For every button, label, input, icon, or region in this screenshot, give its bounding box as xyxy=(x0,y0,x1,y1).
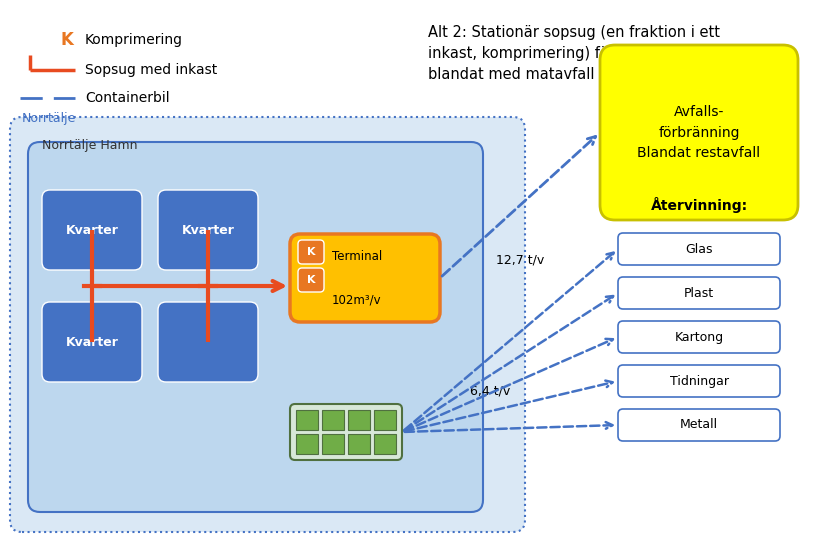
Bar xyxy=(374,410,396,430)
FancyBboxPatch shape xyxy=(10,117,525,532)
Text: 6,4 t/v: 6,4 t/v xyxy=(470,384,510,397)
Text: Glas: Glas xyxy=(686,242,713,255)
Text: K: K xyxy=(307,275,315,285)
FancyBboxPatch shape xyxy=(28,142,483,512)
FancyBboxPatch shape xyxy=(618,277,780,309)
Text: Plast: Plast xyxy=(684,287,714,300)
Text: Norrtälje: Norrtälje xyxy=(22,112,76,125)
Text: K: K xyxy=(307,247,315,257)
Text: Återvinning:: Återvinning: xyxy=(650,197,748,213)
FancyBboxPatch shape xyxy=(158,302,258,382)
Text: Containerbil: Containerbil xyxy=(85,91,170,105)
FancyBboxPatch shape xyxy=(298,268,324,292)
FancyBboxPatch shape xyxy=(42,190,142,270)
Text: K: K xyxy=(61,31,74,49)
Text: Avfalls-
förbränning
Blandat restavfall: Avfalls- förbränning Blandat restavfall xyxy=(637,105,761,160)
FancyBboxPatch shape xyxy=(158,190,258,270)
Text: Metall: Metall xyxy=(680,418,718,432)
FancyBboxPatch shape xyxy=(618,321,780,353)
FancyBboxPatch shape xyxy=(600,45,798,220)
Text: Kvarter: Kvarter xyxy=(182,223,234,236)
Bar xyxy=(348,410,370,430)
Text: Norrtälje Hamn: Norrtälje Hamn xyxy=(42,139,138,152)
Text: 102m³/v: 102m³/v xyxy=(332,293,382,306)
Text: Terminal: Terminal xyxy=(332,250,382,263)
Text: Tidningar: Tidningar xyxy=(669,375,728,388)
FancyBboxPatch shape xyxy=(618,409,780,441)
FancyBboxPatch shape xyxy=(290,234,440,322)
FancyBboxPatch shape xyxy=(42,302,142,382)
Text: Komprimering: Komprimering xyxy=(85,33,183,47)
FancyBboxPatch shape xyxy=(618,233,780,265)
Bar xyxy=(374,434,396,454)
Text: Kvarter: Kvarter xyxy=(66,335,119,348)
Text: Sopsug med inkast: Sopsug med inkast xyxy=(85,63,217,77)
Text: Alt 2: Stationär sopsug (en fraktion i ett
inkast, komprimering) för restavfall
: Alt 2: Stationär sopsug (en fraktion i e… xyxy=(428,25,720,82)
Bar xyxy=(348,434,370,454)
Text: Kvarter: Kvarter xyxy=(66,223,119,236)
FancyBboxPatch shape xyxy=(290,404,402,460)
Bar xyxy=(322,434,344,454)
FancyBboxPatch shape xyxy=(618,365,780,397)
Text: 12,7 t/v: 12,7 t/v xyxy=(495,253,544,266)
Text: Kartong: Kartong xyxy=(674,330,723,343)
Bar xyxy=(322,410,344,430)
FancyBboxPatch shape xyxy=(298,240,324,264)
Bar xyxy=(296,434,318,454)
Bar xyxy=(296,410,318,430)
